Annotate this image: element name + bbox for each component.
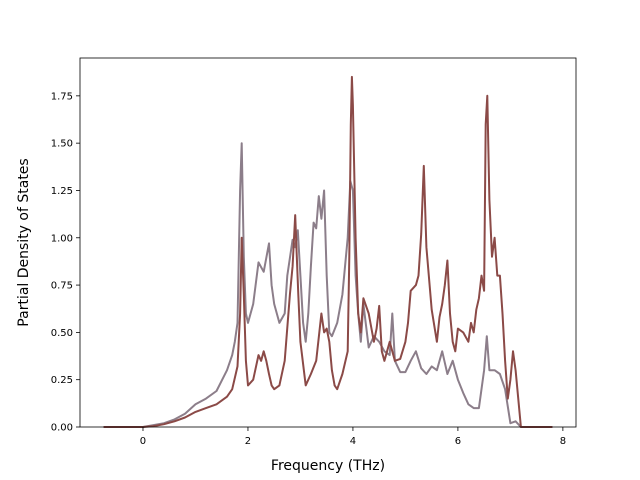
series-line-2 (103, 75, 553, 428)
y-tick-label: 1.00 (51, 233, 73, 244)
series-layer (103, 75, 553, 428)
x-tick-label: 2 (245, 436, 251, 447)
y-tick-label: 1.75 (51, 91, 73, 102)
plot-area (80, 58, 576, 427)
series-line-1 (103, 142, 553, 428)
plot-frame (79, 57, 577, 428)
y-tick-label: 0.25 (51, 375, 73, 386)
y-tick-label: 0.00 (51, 423, 73, 434)
x-tick-label: 6 (455, 436, 461, 447)
x-axis-label: Frequency (THz) (271, 458, 385, 474)
x-tick-label: 0 (140, 436, 146, 447)
x-tick-label: 8 (560, 436, 566, 447)
y-tick-label: 0.75 (51, 281, 73, 292)
x-axis-ticks: 0 2 4 6 8 (140, 427, 566, 447)
y-tick-label: 0.50 (51, 328, 73, 339)
x-tick-label: 4 (350, 436, 356, 447)
y-axis-ticks: 0.00 0.25 0.50 0.75 1.00 1.25 1.50 1.75 (51, 91, 80, 434)
y-axis-label: Partial Density of States (16, 158, 32, 326)
y-tick-label: 1.50 (51, 139, 73, 150)
y-tick-label: 1.25 (51, 186, 73, 197)
